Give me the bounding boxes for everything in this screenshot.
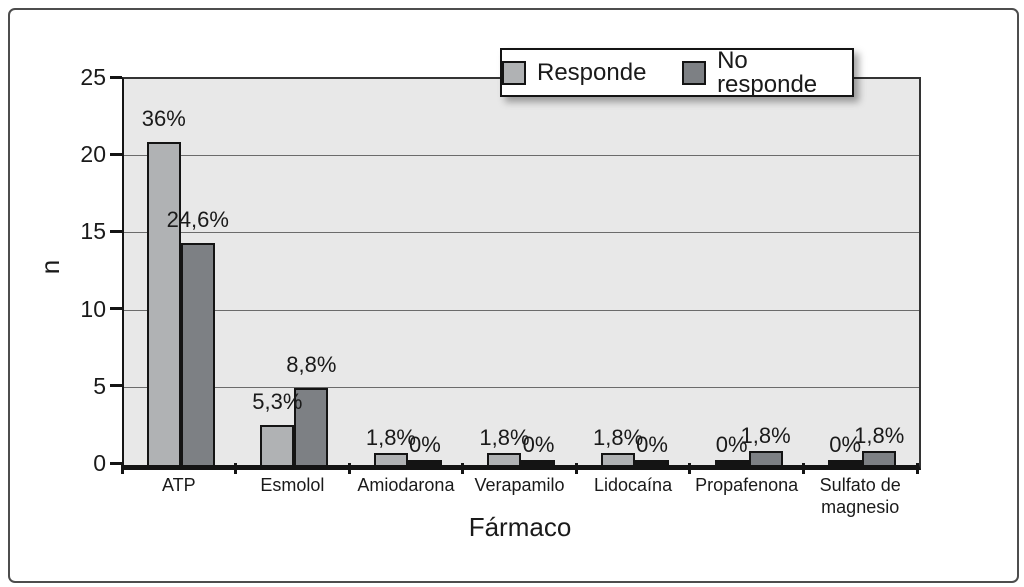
plot-area: 36% 24,6% 5,3% 8,8% 1,8% 0% 1,8% 0% 1,8% 0% 0% 1,8%…	[122, 77, 921, 470]
bar-value-label: 8,8%	[286, 352, 337, 377]
x-tick-7	[916, 463, 919, 474]
bar-responde-Esmolol	[260, 425, 295, 465]
legend-swatch-no-responde	[682, 60, 707, 85]
bar-value-label: 1,8%	[479, 425, 530, 450]
bar-group-Sulfato de magnesio: 0% 1,8%	[805, 79, 919, 465]
y-tick-0	[110, 462, 122, 465]
category-label-Lidocaína: Lidocaína	[594, 475, 673, 495]
bar-responde-Sulfato de magnesio	[828, 460, 863, 465]
y-tick-10	[110, 307, 122, 310]
category-label-Sulfato de magnesio: Sulfato de magnesio	[819, 475, 901, 517]
bar-value-label: 1,8%	[740, 423, 791, 448]
bar-responde-Amiodarona	[373, 453, 408, 465]
gridline-10	[124, 310, 919, 311]
x-tick-5	[688, 463, 691, 474]
bar-responde-Verapamilo	[487, 453, 522, 465]
x-tick-2	[348, 463, 351, 474]
bar-responde-Lidocaína	[601, 453, 636, 465]
gridline-15	[124, 232, 919, 233]
bar-value-label: 24,6%	[166, 207, 229, 232]
category-label-Amiodarona: Amiodarona	[357, 475, 455, 495]
bar-value-label: 0%	[636, 432, 668, 457]
bar-group-Verapamilo: 1,8% 0%	[465, 79, 579, 465]
bar-no-responde-ATP	[180, 243, 215, 465]
y-tick-label-20: 20	[80, 141, 106, 167]
bar-value-label: 0%	[409, 432, 441, 457]
y-tick-20	[110, 153, 122, 156]
bar-value-label: 0%	[522, 432, 555, 457]
bar-group-Amiodarona: 1,8% 0%	[351, 79, 465, 465]
bar-group-Propafenona: 0% 1,8%	[692, 79, 806, 465]
bar-no-responde-Lidocaína	[635, 460, 670, 465]
bar-no-responde-Propafenona	[748, 451, 783, 465]
bar-group-ATP: 36% 24,6%	[124, 79, 238, 465]
category-label-Verapamilo: Verapamilo	[474, 475, 565, 495]
x-tick-3	[461, 463, 464, 474]
legend: Responde No responde	[500, 48, 854, 97]
legend-item-responde: Responde	[502, 58, 647, 86]
x-tick-6	[802, 463, 805, 474]
y-tick-25	[110, 76, 122, 79]
y-tick-label-25: 25	[80, 64, 106, 90]
legend-swatch-responde	[502, 60, 526, 85]
bar-value-label: 1,8%	[365, 425, 416, 450]
bar-value-label: 0%	[829, 432, 862, 457]
category-label-Esmolol: Esmolol	[260, 475, 325, 495]
legend-label-responde: Responde	[537, 58, 647, 86]
category-label-ATP: ATP	[161, 475, 196, 495]
bar-value-label: 36%	[141, 106, 186, 131]
bar-value-label: 0%	[715, 432, 748, 457]
y-axis-title: n	[35, 259, 65, 275]
y-tick-label-15: 15	[80, 218, 106, 244]
x-tick-0	[121, 463, 124, 474]
y-tick-label-5: 5	[93, 373, 106, 399]
bar-no-responde-Sulfato de magnesio	[862, 451, 897, 465]
bar-value-label: 1,8%	[592, 425, 644, 450]
bar-group-Lidocaína: 1,8% 0%	[578, 79, 692, 465]
y-tick-15	[110, 230, 122, 233]
bar-value-label: 1,8%	[854, 423, 905, 448]
gridline-20	[124, 155, 919, 156]
bar-no-responde-Esmolol	[294, 388, 329, 465]
legend-item-no-responde: No responde	[682, 46, 852, 98]
x-axis-title: Fármaco	[468, 512, 572, 542]
y-tick-label-10: 10	[80, 296, 106, 322]
legend-label-no-responde: No responde	[717, 46, 818, 98]
gridline-5	[124, 387, 919, 388]
bar-responde-Propafenona	[714, 460, 749, 465]
y-tick-5	[110, 384, 122, 387]
y-tick-label-0: 0	[93, 450, 106, 476]
bar-no-responde-Amiodarona	[407, 460, 442, 465]
bar-group-Esmolol: 5,3% 8,8%	[238, 79, 352, 465]
x-tick-1	[234, 463, 237, 474]
bar-value-label: 5,3%	[252, 389, 303, 414]
category-label-Propafenona: Propafenona	[695, 475, 799, 495]
x-tick-4	[575, 463, 578, 474]
bar-responde-ATP	[146, 142, 181, 465]
bar-no-responde-Verapamilo	[521, 460, 556, 465]
